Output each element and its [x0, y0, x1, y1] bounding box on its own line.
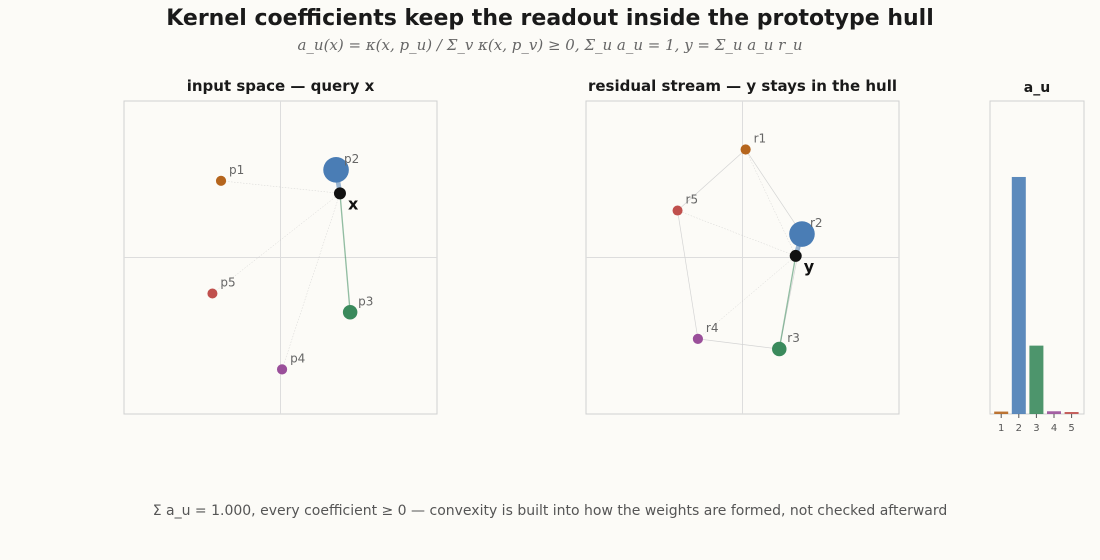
input-link-p4: [281, 193, 341, 370]
residual-point-r2: [789, 221, 815, 247]
residual-hull-edge: [745, 149, 803, 235]
residual-label-r5: r5: [686, 193, 699, 207]
input-link-p5: [212, 193, 341, 294]
input-label-p2: p2: [344, 152, 359, 166]
residual-hull-edge: [697, 338, 780, 350]
residual-label-r2: r2: [810, 216, 823, 230]
bar-1: [994, 411, 1009, 414]
residual-query-point: [789, 249, 802, 262]
input-link-p1: [221, 180, 340, 194]
input-label-p1: p1: [229, 163, 244, 177]
input-point-p1: [215, 175, 227, 186]
bar-chart-title: a_u: [1023, 80, 1051, 96]
residual-link-r3: [778, 255, 797, 350]
input-panel-title: input space — query x: [186, 77, 375, 95]
residual-hull-edge: [677, 210, 699, 339]
input-label-p5: p5: [220, 275, 235, 289]
residual-label-r4: r4: [706, 321, 719, 335]
input-point-p3: [342, 305, 358, 320]
formula-subtitle: a_u(x) = κ(x, p_u) / Σ_v κ(x, p_v) ≥ 0, …: [297, 36, 803, 54]
bar-tick-label-4: 4: [1051, 423, 1057, 434]
residual-panel-title: residual stream — y stays in the hull: [587, 77, 898, 95]
bar-tick-label-1: 1: [998, 423, 1004, 434]
input-point-p4: [276, 364, 288, 375]
residual-label-r3: r3: [787, 331, 800, 345]
residual-link-r4: [697, 255, 796, 340]
residual-point-r1: [740, 144, 751, 155]
caption: Σ a_u = 1.000, every coefficient ≥ 0 — c…: [152, 503, 948, 519]
input-point-p5: [207, 288, 218, 299]
input-label-p4: p4: [290, 351, 305, 365]
bar-tick-label-5: 5: [1068, 423, 1074, 434]
figure-title: Kernel coefficients keep the readout ins…: [166, 6, 934, 31]
bar-tick-label-2: 2: [1016, 423, 1022, 434]
input-query-point: [333, 187, 346, 200]
residual-link-r1: [745, 149, 796, 257]
input-label-p3: p3: [358, 294, 373, 308]
residual-label-r1: r1: [754, 132, 767, 146]
bar-tick-label-3: 3: [1033, 423, 1039, 434]
residual-hull-edge: [677, 149, 746, 211]
bar-2: [1011, 176, 1026, 414]
residual-point-r4: [692, 333, 703, 344]
input-panel: p1 p2 p3 p4 p5 x: [123, 100, 438, 415]
residual-point-r5: [672, 205, 683, 216]
residual-point-r3: [772, 341, 787, 357]
residual-query-label: y: [804, 257, 815, 276]
input-link-p3: [339, 193, 351, 313]
bar-5: [1064, 412, 1079, 414]
residual-panel: r1 r2 r3 r4 r5 y: [585, 100, 900, 415]
bar-3: [1029, 345, 1044, 414]
input-query-label: x: [348, 194, 359, 213]
residual-link-r5: [677, 210, 796, 257]
bar-4: [1047, 411, 1061, 414]
input-point-p2: [323, 157, 349, 183]
